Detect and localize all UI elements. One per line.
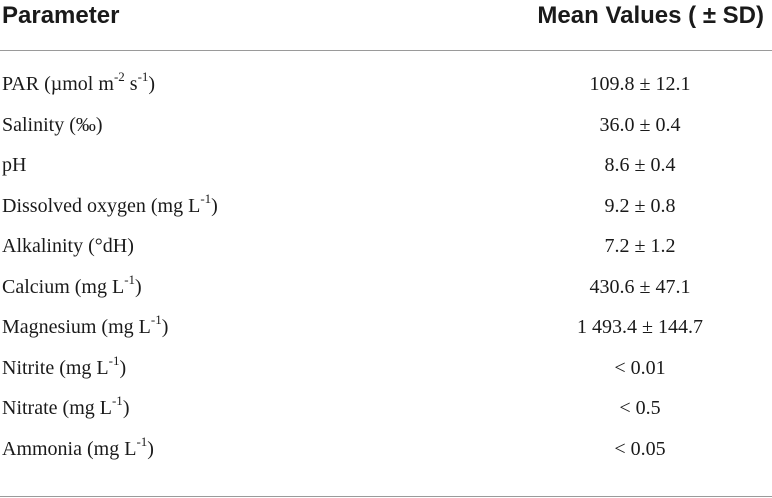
header-parameter: Parameter — [2, 2, 120, 29]
value-cell: 36.0 ± 0.4 — [599, 113, 681, 136]
parameter-cell: pH — [2, 154, 27, 176]
table-row: pH 8.6 ± 0.4 — [0, 149, 772, 190]
table-row: Ammonia (mg L-1) < 0.05 — [0, 433, 772, 474]
parameter-cell: Ammonia (mg L-1) — [2, 433, 154, 460]
value-cell: 8.6 ± 0.4 — [604, 154, 676, 176]
value-cell: 9.2 ± 0.8 — [604, 194, 676, 217]
table-row: Nitrite (mg L-1) < 0.01 — [0, 352, 772, 393]
parameter-cell: Alkalinity (°dH) — [2, 235, 134, 257]
parameter-cell: Dissolved oxygen (mg L-1) — [2, 190, 218, 217]
header-mean-values: Mean Values ( ± SD) — [537, 2, 764, 29]
table-body: PAR (µmol m-2 s-1) 109.8 ± 12.1 Salinity… — [0, 68, 772, 473]
table-row: Dissolved oxygen (mg L-1) 9.2 ± 0.8 — [0, 190, 772, 231]
value-cell: 109.8 ± 12.1 — [589, 73, 691, 95]
table-row: Nitrate (mg L-1) < 0.5 — [0, 392, 772, 433]
parameter-cell: Magnesium (mg L-1) — [2, 312, 169, 338]
table-bottom-rule — [0, 496, 772, 497]
table-row: Calcium (mg L-1) 430.6 ± 47.1 — [0, 271, 772, 312]
parameter-cell: PAR (µmol m-2 s-1) — [2, 69, 156, 95]
table-row: Magnesium (mg L-1) 1 493.4 ± 144.7 — [0, 311, 772, 352]
parameter-cell: Salinity (‰) — [2, 113, 103, 136]
parameter-cell: Calcium (mg L-1) — [2, 271, 142, 298]
header-divider — [0, 50, 772, 51]
value-cell: < 0.01 — [614, 356, 666, 379]
value-cell: 7.2 ± 1.2 — [604, 235, 676, 257]
value-cell: < 0.5 — [619, 397, 661, 419]
table-row: Alkalinity (°dH) 7.2 ± 1.2 — [0, 230, 772, 271]
parameter-cell: Nitrate (mg L-1) — [2, 393, 130, 419]
value-cell: 430.6 ± 47.1 — [589, 275, 691, 298]
value-cell: 1 493.4 ± 144.7 — [577, 316, 703, 338]
table-row: Salinity (‰) 36.0 ± 0.4 — [0, 109, 772, 150]
table-header: Parameter Mean Values ( ± SD) — [0, 0, 772, 50]
value-cell: < 0.05 — [614, 437, 666, 460]
parameter-cell: Nitrite (mg L-1) — [2, 352, 127, 379]
table-row: PAR (µmol m-2 s-1) 109.8 ± 12.1 — [0, 68, 772, 109]
